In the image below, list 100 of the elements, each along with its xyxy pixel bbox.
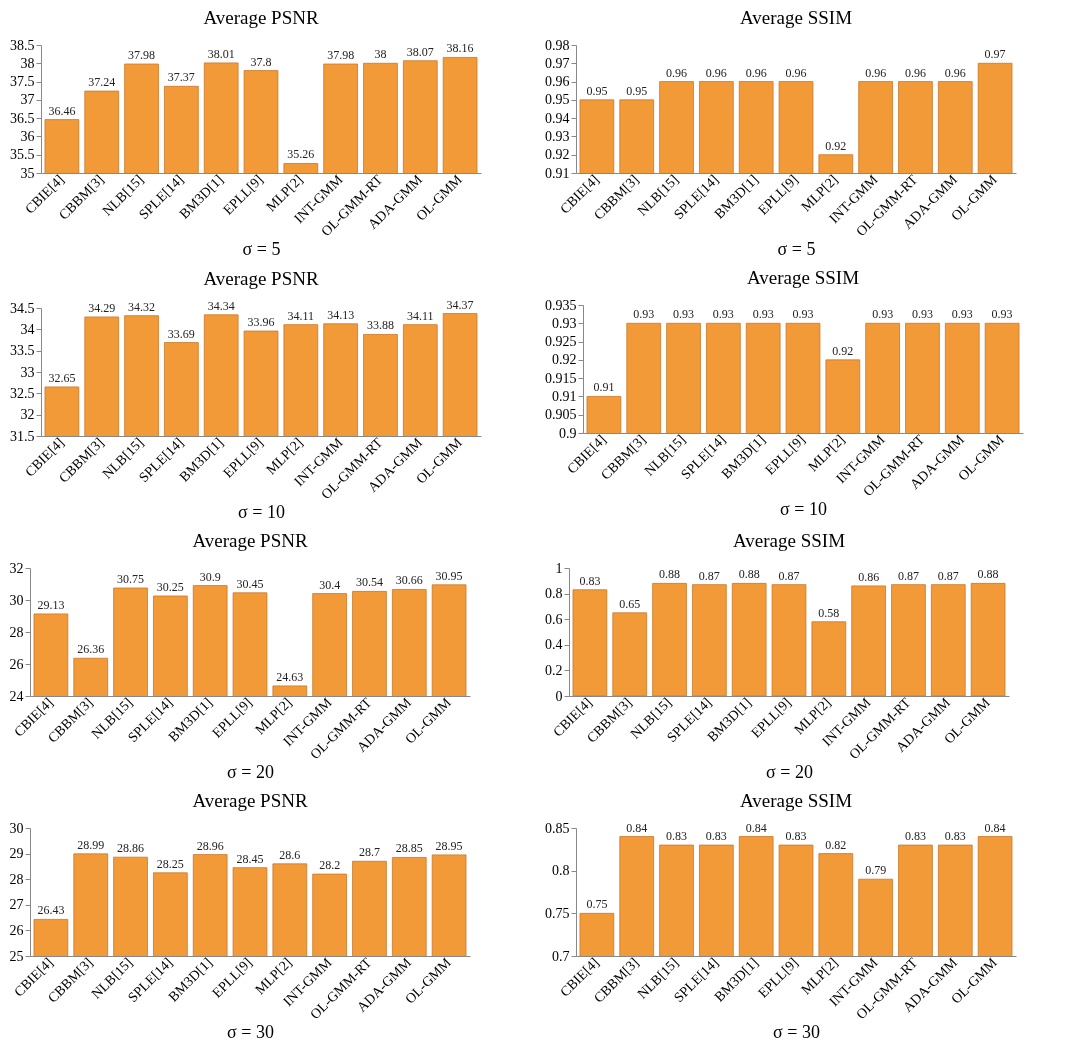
y-tick-label: 32.5 — [10, 385, 35, 401]
y-tick-label: 27 — [9, 897, 24, 913]
data-label: 28.86 — [117, 841, 145, 856]
y-tick-label: 32 — [20, 407, 35, 423]
chart-title: Average PSNR — [203, 7, 319, 28]
data-label: 38 — [374, 47, 387, 62]
data-label: 0.87 — [698, 568, 720, 583]
data-label: 0.87 — [937, 568, 959, 583]
y-tick-label: 29 — [9, 846, 24, 862]
data-label: 0.84 — [745, 820, 767, 835]
data-label: 30.66 — [395, 573, 423, 588]
bar — [731, 582, 767, 696]
data-label: 0.79 — [865, 863, 887, 878]
data-label: 0.96 — [705, 65, 727, 80]
data-label: 35.26 — [287, 147, 315, 162]
y-tick-label: 0.4 — [545, 637, 563, 653]
y-tick-label: 0.2 — [545, 662, 563, 678]
chart-title: Average SSIM — [732, 530, 846, 551]
data-label: 0.87 — [778, 568, 800, 583]
x-axis-title: σ = 30 — [773, 1022, 820, 1043]
y-tick-label: 0.97 — [545, 55, 570, 71]
y-tick-label: 0.91 — [552, 388, 577, 404]
x-axis-title: σ = 5 — [777, 239, 816, 260]
chart-title: Average PSNR — [203, 267, 319, 289]
y-tick-label: 0.93 — [552, 315, 577, 331]
x-axis-title: σ = 20 — [766, 762, 813, 783]
data-label: 0.92 — [832, 343, 854, 358]
data-label: 0.88 — [659, 567, 681, 582]
data-label: 26.43 — [37, 903, 65, 918]
data-label: 34.37 — [446, 297, 474, 312]
data-label: 37.98 — [128, 48, 156, 63]
data-label: 34.34 — [207, 298, 235, 313]
data-label: 0.86 — [858, 569, 880, 584]
data-label: 0.93 — [991, 307, 1013, 322]
data-label: 0.97 — [984, 47, 1006, 62]
data-label: 0.84 — [626, 820, 648, 835]
x-axis-title: σ = 5 — [242, 239, 281, 260]
data-label: 0.88 — [977, 567, 999, 582]
data-label: 0.96 — [745, 65, 767, 80]
x-axis-title: σ = 10 — [238, 502, 285, 523]
bar — [692, 584, 727, 696]
data-label: 37.98 — [327, 48, 355, 63]
y-tick-label: 0.96 — [545, 74, 570, 90]
data-label: 28.95 — [435, 838, 463, 853]
data-label: 0.83 — [785, 829, 807, 844]
data-label: 0.83 — [904, 829, 926, 844]
chart-title: Average SSIM — [746, 267, 860, 288]
y-tick-label: 37 — [20, 92, 35, 108]
data-label: 29.13 — [37, 597, 65, 612]
data-label: 0.82 — [825, 837, 847, 852]
data-label: 0.75 — [586, 897, 608, 912]
data-label: 0.96 — [785, 65, 807, 80]
y-tick-label: 33 — [20, 364, 35, 380]
data-label: 37.24 — [88, 75, 116, 90]
data-label: 0.65 — [619, 596, 641, 611]
chart-title: Average SSIM — [739, 790, 853, 811]
data-label: 28.45 — [236, 851, 264, 866]
y-tick-label: 36 — [20, 128, 35, 144]
y-tick-label: 0.915 — [545, 370, 577, 386]
data-label: 24.63 — [276, 669, 304, 684]
data-label: 0.83 — [666, 829, 688, 844]
y-tick-label: 28 — [9, 624, 24, 640]
bar — [930, 584, 966, 696]
data-label: 0.84 — [984, 820, 1006, 835]
data-label: 36.46 — [48, 103, 76, 118]
x-axis-title: σ = 30 — [227, 1022, 274, 1043]
data-label: 28.99 — [77, 837, 105, 852]
data-label: 26.36 — [77, 642, 105, 657]
bar — [612, 612, 648, 696]
y-tick-label: 0.8 — [545, 586, 563, 602]
data-label: 28.96 — [196, 838, 224, 853]
data-label: 37.8 — [250, 54, 272, 69]
data-label: 0.93 — [673, 307, 695, 322]
data-label: 0.96 — [666, 65, 688, 80]
bar — [572, 589, 608, 696]
y-tick-label: 26 — [9, 922, 24, 938]
y-tick-label: 0.6 — [545, 611, 563, 627]
data-label: 0.95 — [586, 83, 608, 98]
data-label: 0.93 — [792, 307, 814, 322]
data-label: 28.2 — [319, 858, 341, 873]
data-label: 0.96 — [944, 65, 966, 80]
y-tick-label: 0.905 — [545, 407, 577, 423]
data-label: 34.11 — [287, 308, 315, 323]
bar — [652, 582, 687, 696]
data-label: 34.11 — [406, 308, 434, 323]
data-label: 30.95 — [435, 568, 463, 583]
y-tick-label: 0.925 — [545, 334, 577, 350]
y-tick-label: 30 — [9, 820, 24, 836]
y-tick-label: 38 — [20, 55, 35, 71]
data-label: 0.96 — [904, 65, 926, 80]
y-tick-label: 33.5 — [10, 343, 35, 359]
y-tick-label: 1 — [555, 560, 563, 576]
data-label: 28.25 — [156, 856, 184, 871]
y-tick-label: 0.85 — [545, 820, 570, 836]
y-tick-label: 34 — [20, 321, 35, 337]
data-label: 0.93 — [712, 307, 734, 322]
data-label: 37.37 — [167, 70, 195, 85]
y-tick-label: 0.935 — [545, 297, 577, 313]
y-tick-label: 0.8 — [552, 863, 570, 879]
chart-title: Average PSNR — [192, 790, 308, 811]
